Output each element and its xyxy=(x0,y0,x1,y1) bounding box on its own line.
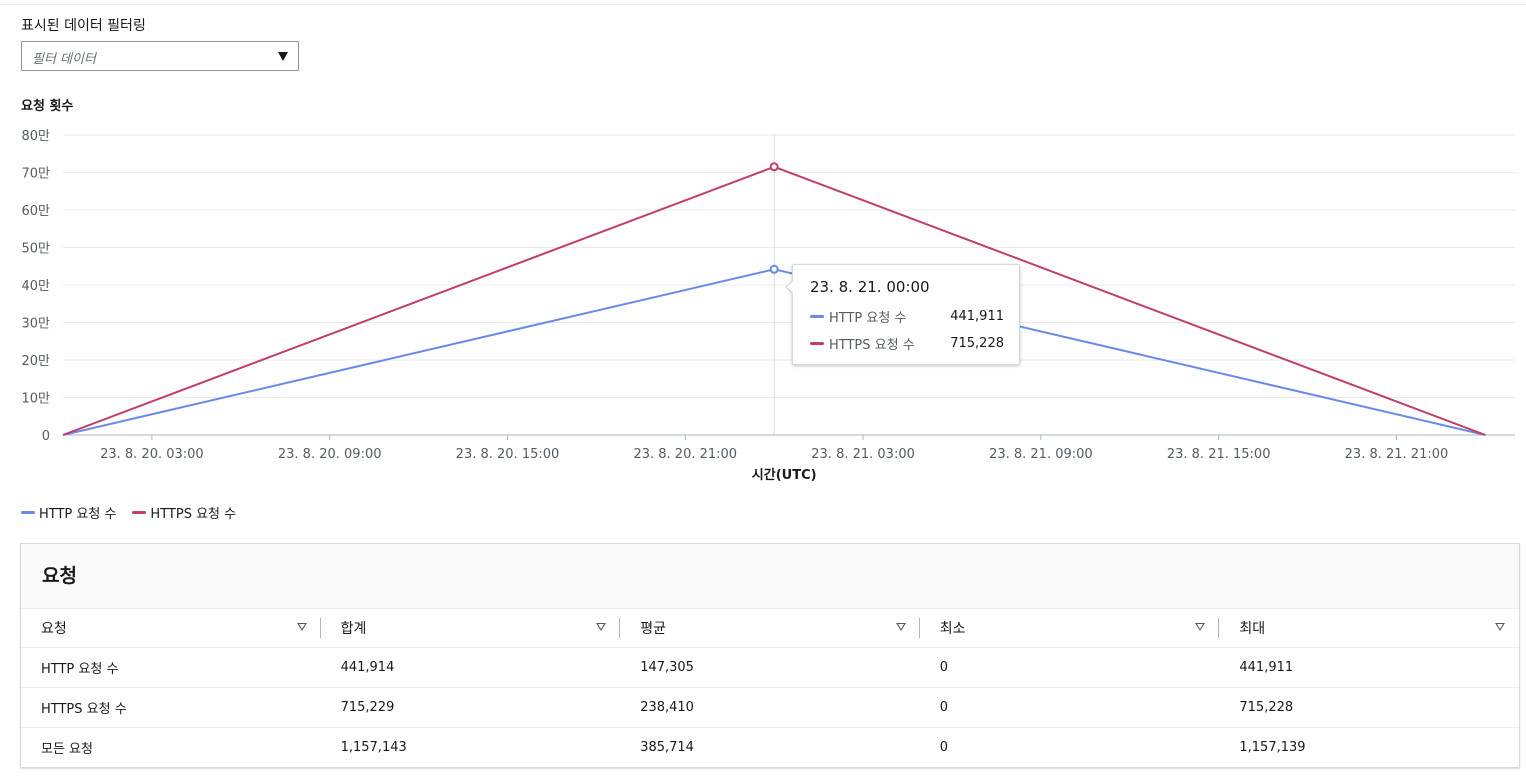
column-divider xyxy=(619,618,621,638)
table-row: HTTPS 요청 수 715,229 238,410 0 715,228 xyxy=(21,687,1519,728)
y-tick-label: 50만 xyxy=(21,242,50,257)
y-tick-label: 20만 xyxy=(21,354,50,369)
column-divider xyxy=(918,618,920,638)
column-divider xyxy=(319,618,321,638)
legend-label-https: HTTPS 요청 수 xyxy=(150,507,237,522)
chart-tooltip: 23. 8. 21. 00:00 HTTP 요청 수 441,911 HTTPS… xyxy=(785,264,1020,365)
x-tick-label: 23. 8. 20. 21:00 xyxy=(633,447,737,462)
x-tick-label: 23. 8. 20. 15:00 xyxy=(456,447,560,462)
line-chart: 0 10만 20만 30만 40만 50만 60만 70만 80만 23. 8. 20. 03:… xyxy=(21,129,1515,483)
chart-title: 요청 횟수 xyxy=(21,99,74,114)
sort-icon xyxy=(596,623,607,631)
y-tick-label: 80만 xyxy=(21,129,50,144)
y-tick-label: 40만 xyxy=(21,279,50,294)
table-cell: 238,410 xyxy=(620,687,920,728)
sort-icon xyxy=(1195,623,1206,631)
table-cell: HTTP 요청 수 xyxy=(21,647,321,688)
series-group[interactable] xyxy=(62,162,1486,436)
sort-icon xyxy=(296,623,307,631)
data-point-http xyxy=(769,264,779,274)
column-header-label: 평균 xyxy=(640,621,666,637)
table-cell: HTTPS 요청 수 xyxy=(21,687,321,728)
table-cell: 1,157,139 xyxy=(1239,740,1306,755)
x-axis-ticks: 23. 8. 20. 03:00 23. 8. 20. 09:00 23. 8. 2… xyxy=(100,435,1448,462)
filter-label: 표시된 데이터 필터링 xyxy=(21,18,146,34)
legend-swatch-https xyxy=(132,511,147,514)
panel-title: 요청 xyxy=(42,565,77,587)
tooltip-row-value: 715,228 xyxy=(950,336,1004,351)
table-cell: 441,911 xyxy=(1219,647,1519,688)
https-swatch xyxy=(810,342,824,345)
sort-icon xyxy=(1495,623,1505,631)
column-header-label: 최대 xyxy=(1239,621,1266,637)
column-header-label: 요청 xyxy=(41,621,67,637)
tooltip-row-https: HTTPS 요청 수 715,228 xyxy=(810,334,1004,353)
x-tick-label: 23. 8. 21. 03:00 xyxy=(811,447,915,462)
data-point-https xyxy=(769,162,779,172)
legend-swatch-http xyxy=(21,511,35,514)
x-tick-label: 23. 8. 20. 09:00 xyxy=(278,447,382,462)
table-header-row: 요청 합계 평균 최소 최대 xyxy=(21,609,1519,648)
table-cell: 441,914 xyxy=(320,647,621,688)
column-header-min[interactable]: 최소 xyxy=(919,609,1220,648)
column-header-label: 합계 xyxy=(340,621,367,637)
filter-dropdown[interactable]: 필터 데이터 xyxy=(21,41,299,71)
http-swatch xyxy=(810,315,824,318)
table-cell: 0 xyxy=(919,647,1220,688)
x-tick-label: 23. 8. 21. 21:00 xyxy=(1345,447,1449,462)
chart-legend: HTTP 요청 수 HTTPS 요청 수 xyxy=(21,503,236,522)
tooltip-title: 23. 8. 21. 00:00 xyxy=(810,278,930,296)
table-row: HTTP 요청 수 441,914 147,305 0 441,911 xyxy=(21,647,1519,688)
column-header-sum[interactable]: 합계 xyxy=(320,609,621,648)
column-header-label: 최소 xyxy=(939,621,966,637)
tooltip-row-label: HTTPS 요청 수 xyxy=(829,338,915,353)
column-header-avg[interactable]: 평균 xyxy=(620,609,920,648)
y-tick-label: 60만 xyxy=(21,204,50,219)
legend-label-http: HTTP 요청 수 xyxy=(39,507,117,522)
y-tick-label: 30만 xyxy=(21,317,50,332)
y-tick-label: 70만 xyxy=(21,167,50,182)
sort-icon xyxy=(895,623,906,631)
table-cell: 385,714 xyxy=(640,740,694,755)
x-axis-label: 시간(UTC) xyxy=(752,467,817,483)
legend-item-http[interactable]: HTTP 요청 수 xyxy=(21,503,116,522)
panel-header: 요청 xyxy=(21,544,1519,609)
table-cell: 0 xyxy=(919,687,1220,728)
tooltip-row-http: HTTP 요청 수 441,911 xyxy=(810,307,1004,326)
filter-placeholder: 필터 데이터 xyxy=(32,52,96,67)
table-cell: 147,305 xyxy=(620,647,920,688)
y-axis-ticks: 0 10만 20만 30만 40만 50만 60만 70만 80만 xyxy=(21,129,50,444)
table-cell: 715,229 xyxy=(320,687,621,728)
requests-panel: 요청 요청 합계 평균 최소 최대 HTTP 요청 수 441,914 147,… xyxy=(20,543,1520,768)
column-header-request[interactable]: 요청 xyxy=(21,609,321,648)
x-tick-label: 23. 8. 20. 03:00 xyxy=(100,447,204,462)
top-divider xyxy=(0,4,1526,5)
tooltip-row-value: 441,911 xyxy=(950,309,1004,324)
table-cell: 715,228 xyxy=(1219,687,1519,728)
table-row: 모든 요청 1,157,143 385,714 0 1,157,139 xyxy=(21,728,1519,768)
y-tick-label: 0 xyxy=(42,429,50,444)
requests-table: 요청 합계 평균 최소 최대 HTTP 요청 수 441,914 147,305… xyxy=(21,609,1519,767)
column-header-max[interactable]: 최대 xyxy=(1219,609,1519,648)
column-divider xyxy=(1218,618,1220,638)
table-cell: 1,157,143 xyxy=(340,740,407,755)
y-tick-label: 10만 xyxy=(21,392,50,407)
legend-item-https[interactable]: HTTPS 요청 수 xyxy=(132,503,236,522)
x-tick-label: 23. 8. 21. 15:00 xyxy=(1167,447,1271,462)
table-cell: 0 xyxy=(939,740,949,755)
tooltip-row-label: HTTP 요청 수 xyxy=(829,311,907,326)
caret-down-icon xyxy=(278,52,288,61)
x-tick-label: 23. 8. 21. 09:00 xyxy=(989,447,1093,462)
table-cell: 모든 요청 xyxy=(41,742,93,757)
